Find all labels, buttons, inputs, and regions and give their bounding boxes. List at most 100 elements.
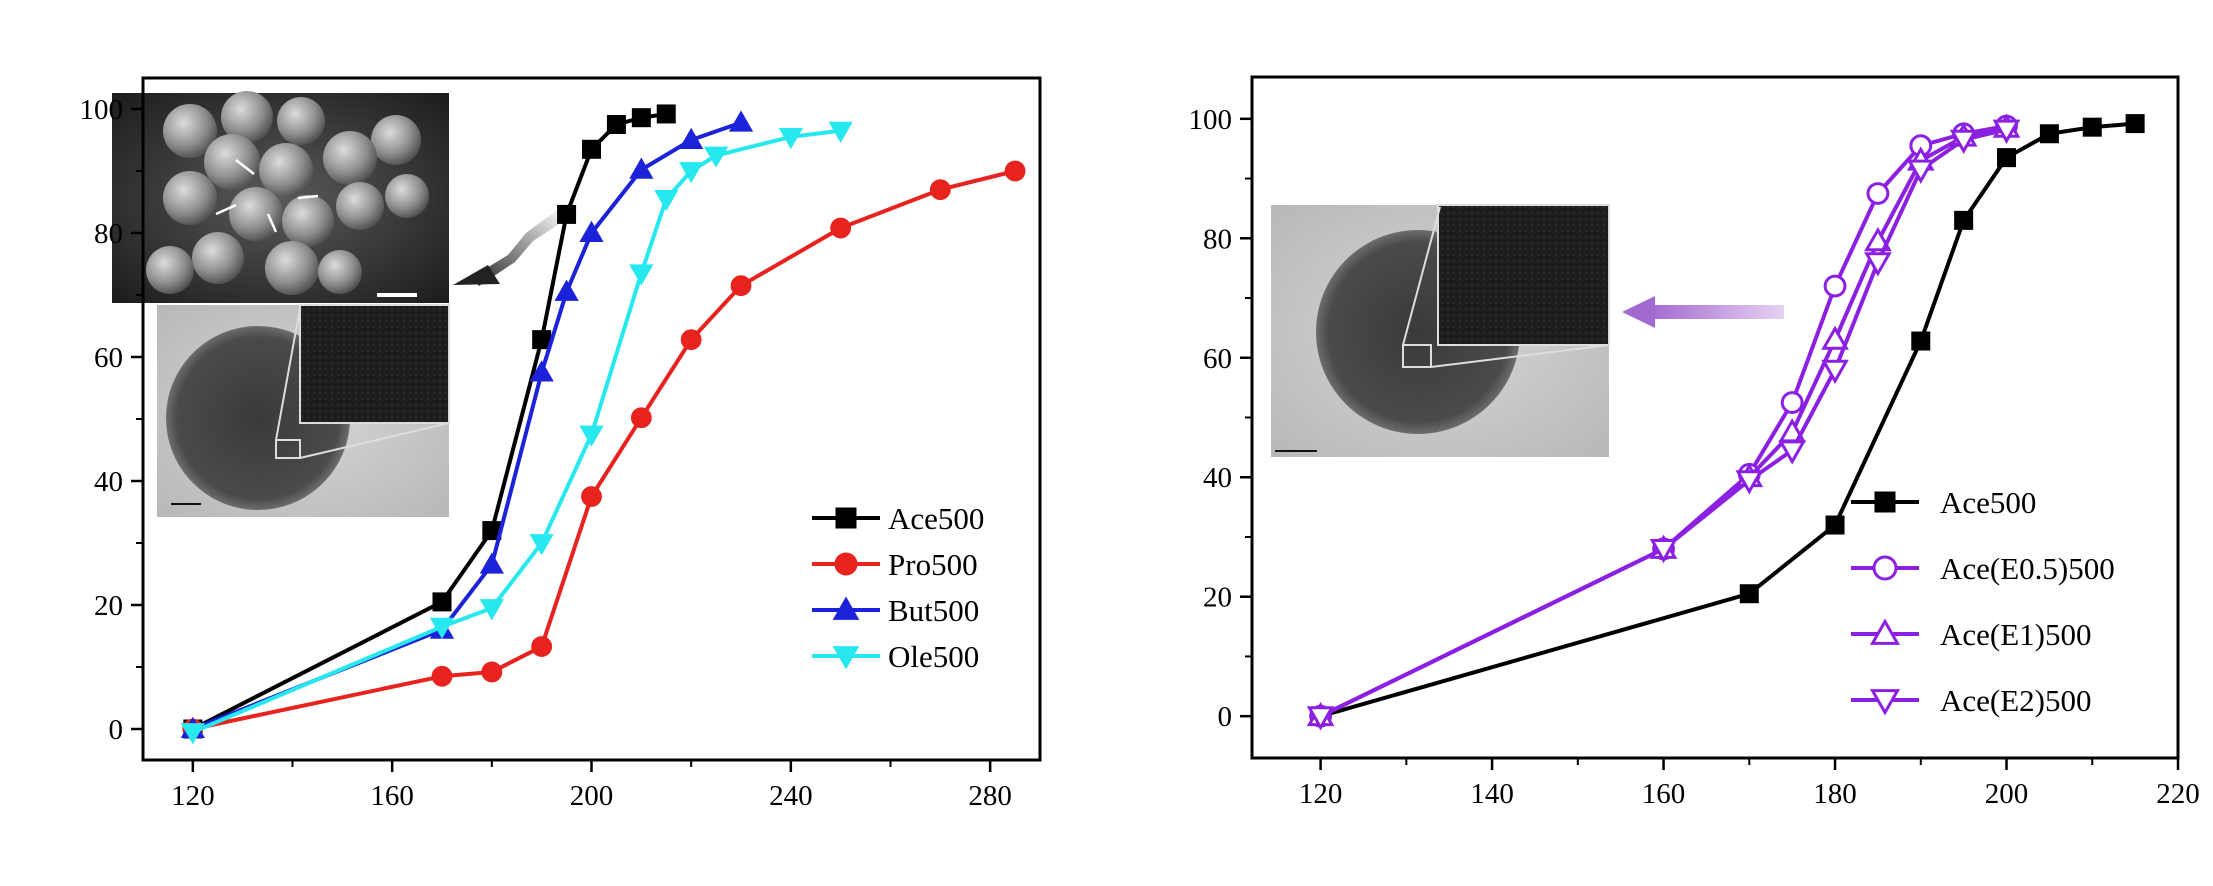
data-point <box>481 661 503 683</box>
data-point <box>554 279 579 301</box>
arrow-left-head <box>453 265 500 285</box>
x-tick-label: 200 <box>1985 778 2029 810</box>
legend-label: Ace500 <box>888 501 984 536</box>
y-tick-label: 60 <box>94 342 123 374</box>
tem-inset-left <box>157 304 450 517</box>
sem-pointer-arrows <box>215 159 319 233</box>
data-point <box>1739 584 1759 604</box>
legend-item: But500 <box>812 593 979 628</box>
x-tick-label: 120 <box>171 780 215 812</box>
panel-left: 120 160 200 240 280 0 20 40 60 80 100 Ace500 Pro500… <box>80 76 1042 812</box>
legend-left: Ace500 Pro500 But500 Ole500 <box>812 501 984 674</box>
y-tick-label: 20 <box>1203 582 1232 614</box>
legend-marker <box>834 552 858 576</box>
sem-inset <box>112 91 449 303</box>
y-tick-label: 0 <box>109 714 124 746</box>
data-point <box>703 146 729 168</box>
x-tick-label: 180 <box>1813 778 1857 810</box>
legend-item: Pro500 <box>812 547 978 582</box>
legend-label: Pro500 <box>888 547 978 582</box>
data-point <box>1825 515 1845 535</box>
legend-item: Ace(E1)500 <box>1851 617 2092 652</box>
data-point <box>531 636 553 657</box>
legend-label: Ace(E2)500 <box>1940 683 2092 718</box>
legend-item: Ace(E2)500 <box>1851 683 2092 718</box>
data-point <box>778 127 803 150</box>
legend-marker <box>1872 555 1898 581</box>
data-point <box>629 264 654 286</box>
y-tick-label: 60 <box>1203 343 1232 375</box>
tem-inset-right <box>1271 204 1610 457</box>
series-Ole500 <box>180 121 853 745</box>
data-point <box>581 486 602 507</box>
arrow-right <box>1650 305 1784 319</box>
data-point <box>1906 159 1935 184</box>
legend-item: Ace(E0.5)500 <box>1851 551 2115 586</box>
data-point <box>631 108 651 128</box>
x-tick-label: 140 <box>1470 778 1514 810</box>
data-point <box>606 115 626 134</box>
x-tick-label: 160 <box>370 780 414 812</box>
series-But500 <box>180 110 754 738</box>
data-point <box>1949 129 1978 154</box>
data-point <box>680 329 702 351</box>
data-point <box>1997 148 2017 168</box>
data-point <box>1864 252 1892 277</box>
series-left <box>180 104 1026 745</box>
x-tick-label: 220 <box>2156 778 2200 810</box>
legend-label: But500 <box>888 593 979 628</box>
data-point <box>679 127 704 149</box>
data-point <box>1306 706 1335 731</box>
legend-label: Ace500 <box>1940 485 2036 520</box>
data-point <box>557 204 577 224</box>
data-point <box>629 157 654 179</box>
axes-right: 120 140 160 180 200 220 0 20 40 60 80 100 <box>1189 104 2200 810</box>
legend-item: Ace500 <box>812 501 984 536</box>
data-point <box>1821 325 1849 350</box>
data-point <box>1735 470 1764 495</box>
legend-label: Ace(E1)500 <box>1940 617 2092 652</box>
data-point <box>1649 538 1678 564</box>
data-point <box>2039 124 2059 144</box>
x-tick-label: 160 <box>1642 778 1686 810</box>
legend-marker <box>832 596 860 620</box>
data-point <box>656 104 676 124</box>
legend-marker <box>832 646 860 670</box>
data-point <box>1911 331 1931 351</box>
data-point <box>728 110 754 132</box>
data-point <box>1864 227 1892 252</box>
data-point <box>679 162 704 184</box>
y-tick-label: 80 <box>94 218 123 250</box>
x-tick-label: 120 <box>1299 778 1343 810</box>
series-Pro500 <box>182 160 1026 740</box>
data-point <box>180 723 205 745</box>
data-point <box>2082 117 2102 137</box>
y-tick-label: 100 <box>80 94 124 126</box>
legend-marker <box>835 507 857 529</box>
legend-item: Ace500 <box>1851 485 2036 520</box>
data-point <box>431 665 453 687</box>
data-point <box>828 121 853 143</box>
y-tick-label: 40 <box>94 466 123 498</box>
data-point <box>579 425 604 447</box>
data-point <box>1004 160 1026 182</box>
series-Ace500 <box>183 104 676 739</box>
tem-zoom-right <box>1437 204 1610 346</box>
y-tick-label: 20 <box>94 590 123 622</box>
legend-marker <box>1874 491 1896 513</box>
data-point <box>1780 391 1804 414</box>
data-point <box>529 360 554 382</box>
series-right <box>1306 113 2145 731</box>
data-point <box>830 217 852 239</box>
data-point <box>1954 210 1974 230</box>
x-tick-label: 240 <box>769 780 813 812</box>
data-point <box>1866 182 1890 205</box>
sem-particles <box>146 91 429 295</box>
axes-left: 120 160 200 240 280 0 20 40 60 80 100 <box>80 94 1012 812</box>
data-point <box>929 179 951 201</box>
arrow-left <box>472 210 567 286</box>
data-point <box>2125 114 2145 134</box>
data-point <box>1821 359 1849 384</box>
data-point <box>429 617 455 639</box>
